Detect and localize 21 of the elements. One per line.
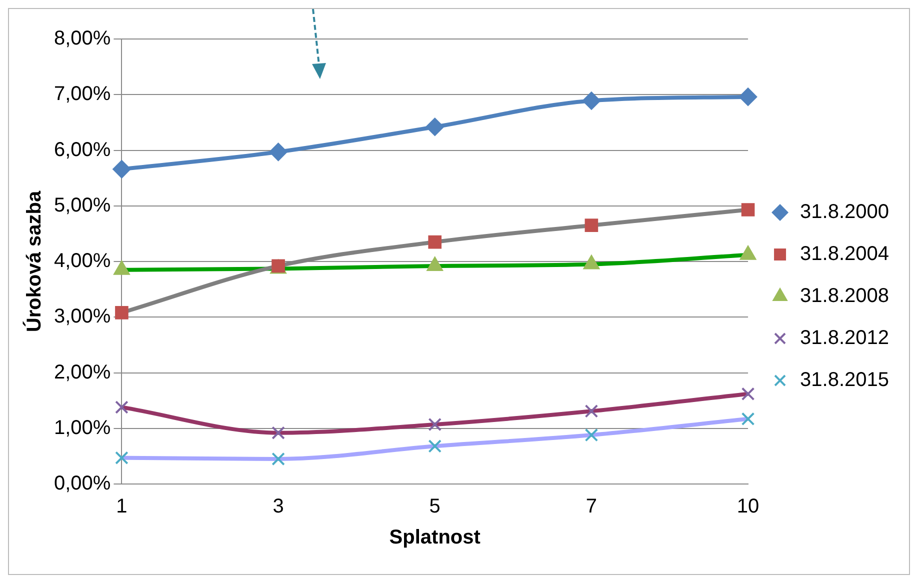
- y-tick-label: 6,00%: [54, 138, 111, 161]
- x-tick-label: 5: [429, 496, 440, 518]
- x-tick-label: 3: [272, 496, 284, 518]
- x-tick-label: 7: [586, 496, 598, 518]
- y-tick-label: 8,00%: [54, 28, 111, 50]
- legend-label: 31.8.2004: [800, 243, 890, 266]
- y-tick-label: 4,00%: [54, 250, 111, 272]
- x-tick-label: 1: [116, 496, 128, 518]
- y-axis-title: Úroková sazba: [22, 190, 46, 332]
- x-axis-title: Splatnost: [389, 526, 481, 549]
- y-tick-label: 0,00%: [54, 472, 111, 495]
- y-tick-label: 1,00%: [54, 416, 111, 439]
- legend-label: 31.8.2000: [800, 201, 890, 224]
- legend-label: 31.8.2012: [800, 327, 890, 350]
- legend-label: 31.8.2008: [800, 285, 890, 308]
- x-tick-label: 10: [736, 496, 760, 518]
- legend-label: 31.8.2015: [800, 369, 890, 392]
- y-tick-label: 3,00%: [54, 306, 111, 328]
- y-tick-label: 2,00%: [54, 361, 111, 384]
- y-tick-label: 7,00%: [54, 83, 111, 106]
- y-tick-label: 5,00%: [54, 194, 111, 216]
